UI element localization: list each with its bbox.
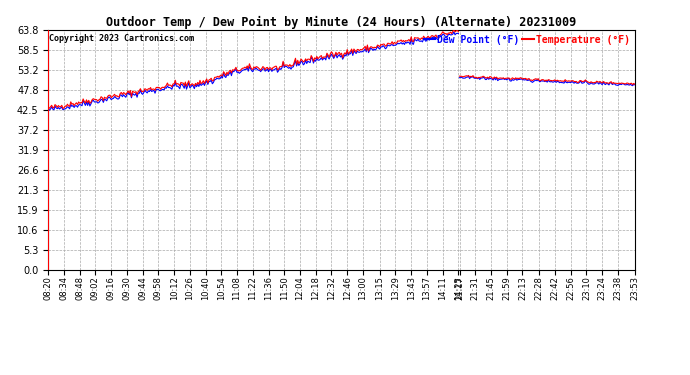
Legend: Dew Point (°F), Temperature (°F): Dew Point (°F), Temperature (°F) <box>420 31 634 49</box>
Text: Copyright 2023 Cartronics.com: Copyright 2023 Cartronics.com <box>50 34 195 43</box>
Title: Outdoor Temp / Dew Point by Minute (24 Hours) (Alternate) 20231009: Outdoor Temp / Dew Point by Minute (24 H… <box>106 16 577 29</box>
